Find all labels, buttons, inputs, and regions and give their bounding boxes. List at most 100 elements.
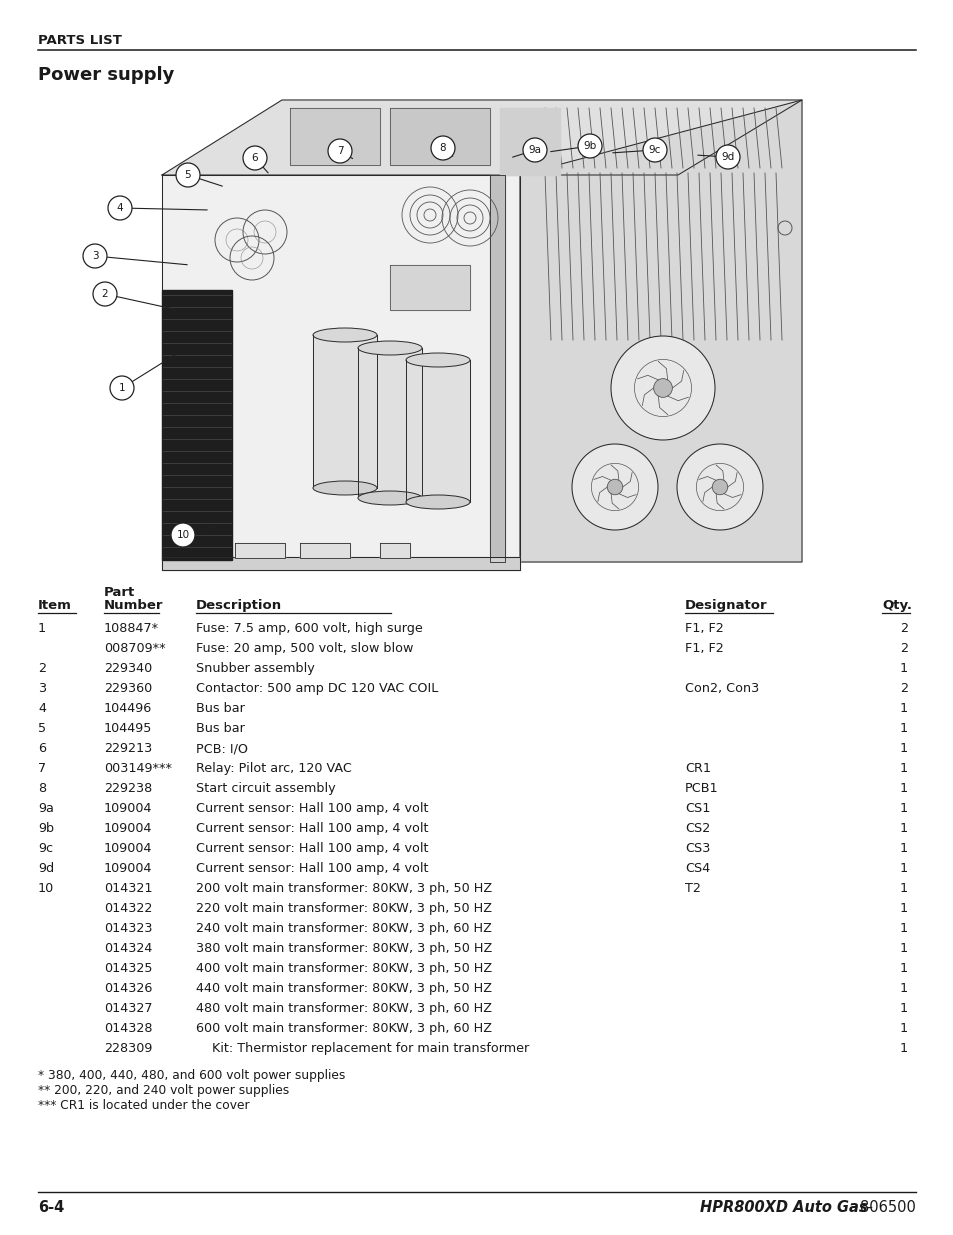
Text: Designator: Designator: [684, 599, 767, 613]
Text: 1: 1: [899, 742, 907, 755]
Text: Description: Description: [195, 599, 282, 613]
Text: PARTS LIST: PARTS LIST: [38, 35, 122, 47]
Circle shape: [522, 138, 546, 162]
Circle shape: [607, 479, 622, 495]
Circle shape: [83, 245, 107, 268]
Text: 229238: 229238: [104, 782, 152, 795]
Polygon shape: [499, 107, 559, 175]
Text: 008709**: 008709**: [104, 642, 166, 655]
Ellipse shape: [357, 492, 421, 505]
Text: 014322: 014322: [104, 902, 152, 915]
Text: 10: 10: [176, 530, 190, 540]
Text: 1: 1: [899, 762, 907, 776]
Text: HPR800XD Auto Gas: HPR800XD Auto Gas: [700, 1200, 867, 1215]
Text: Power supply: Power supply: [38, 65, 174, 84]
Text: 003149***: 003149***: [104, 762, 172, 776]
Text: Bus bar: Bus bar: [195, 701, 245, 715]
Ellipse shape: [406, 495, 470, 509]
Text: 3: 3: [38, 682, 46, 695]
Text: 014328: 014328: [104, 1023, 152, 1035]
Text: PCB1: PCB1: [684, 782, 718, 795]
Text: 014324: 014324: [104, 942, 152, 955]
Circle shape: [642, 138, 666, 162]
Text: 228309: 228309: [104, 1042, 152, 1055]
Text: 014321: 014321: [104, 882, 152, 895]
Text: 9d: 9d: [38, 862, 54, 876]
Text: 1: 1: [899, 902, 907, 915]
Ellipse shape: [406, 353, 470, 367]
Text: Part: Part: [104, 585, 135, 599]
Text: 600 volt main transformer: 80KW, 3 ph, 60 HZ: 600 volt main transformer: 80KW, 3 ph, 6…: [195, 1023, 492, 1035]
Text: CS2: CS2: [684, 823, 709, 835]
Text: 229340: 229340: [104, 662, 152, 676]
Text: Number: Number: [104, 599, 163, 613]
Circle shape: [328, 140, 352, 163]
Text: Con2, Con3: Con2, Con3: [684, 682, 759, 695]
Polygon shape: [162, 290, 232, 559]
Text: 2: 2: [899, 642, 907, 655]
Polygon shape: [406, 359, 470, 501]
Text: 8: 8: [38, 782, 46, 795]
Text: 2: 2: [899, 622, 907, 635]
Circle shape: [92, 282, 117, 306]
Polygon shape: [490, 175, 504, 562]
Text: 1: 1: [899, 982, 907, 995]
Text: 104496: 104496: [104, 701, 152, 715]
Text: 014327: 014327: [104, 1002, 152, 1015]
Text: CS3: CS3: [684, 842, 710, 855]
Text: Snubber assembly: Snubber assembly: [195, 662, 314, 676]
Text: 400 volt main transformer: 80KW, 3 ph, 50 HZ: 400 volt main transformer: 80KW, 3 ph, 5…: [195, 962, 492, 974]
Text: 9c: 9c: [38, 842, 53, 855]
Text: 1: 1: [899, 1023, 907, 1035]
Text: T2: T2: [684, 882, 700, 895]
Polygon shape: [519, 100, 801, 562]
Polygon shape: [162, 175, 519, 562]
Circle shape: [572, 445, 658, 530]
Text: 5: 5: [185, 170, 192, 180]
Text: 6: 6: [252, 153, 258, 163]
Text: 109004: 109004: [104, 842, 152, 855]
Circle shape: [578, 135, 601, 158]
Polygon shape: [390, 266, 470, 310]
Text: 5: 5: [38, 722, 46, 735]
Circle shape: [716, 144, 740, 169]
Text: 1: 1: [899, 802, 907, 815]
Text: 014326: 014326: [104, 982, 152, 995]
Circle shape: [175, 163, 200, 186]
Text: 4: 4: [116, 203, 123, 212]
Polygon shape: [313, 335, 376, 488]
Text: CS1: CS1: [684, 802, 710, 815]
Circle shape: [108, 196, 132, 220]
Text: 1: 1: [899, 1002, 907, 1015]
Text: Item: Item: [38, 599, 71, 613]
Text: 240 volt main transformer: 80KW, 3 ph, 60 HZ: 240 volt main transformer: 80KW, 3 ph, 6…: [195, 923, 492, 935]
Text: 2: 2: [899, 682, 907, 695]
Text: *** CR1 is located under the cover: *** CR1 is located under the cover: [38, 1099, 250, 1112]
Text: 9b: 9b: [38, 823, 54, 835]
Text: 109004: 109004: [104, 862, 152, 876]
Text: 1: 1: [899, 842, 907, 855]
Circle shape: [677, 445, 762, 530]
Text: Fuse: 7.5 amp, 600 volt, high surge: Fuse: 7.5 amp, 600 volt, high surge: [195, 622, 422, 635]
Text: 229360: 229360: [104, 682, 152, 695]
Text: 9b: 9b: [583, 141, 596, 151]
Text: Kit: Thermistor replacement for main transformer: Kit: Thermistor replacement for main tra…: [195, 1042, 529, 1055]
Text: 7: 7: [336, 146, 343, 156]
Text: CS4: CS4: [684, 862, 709, 876]
Circle shape: [243, 146, 267, 170]
Circle shape: [171, 522, 194, 547]
Text: 014325: 014325: [104, 962, 152, 974]
Text: F1, F2: F1, F2: [684, 622, 723, 635]
Text: 1: 1: [118, 383, 125, 393]
Text: 109004: 109004: [104, 802, 152, 815]
Circle shape: [712, 479, 727, 495]
Text: Contactor: 500 amp DC 120 VAC COIL: Contactor: 500 amp DC 120 VAC COIL: [195, 682, 437, 695]
Text: 1: 1: [899, 782, 907, 795]
Text: 480 volt main transformer: 80KW, 3 ph, 60 HZ: 480 volt main transformer: 80KW, 3 ph, 6…: [195, 1002, 492, 1015]
Text: 6-4: 6-4: [38, 1200, 64, 1215]
Polygon shape: [290, 107, 379, 165]
Text: Bus bar: Bus bar: [195, 722, 245, 735]
Text: 014323: 014323: [104, 923, 152, 935]
Circle shape: [653, 379, 672, 398]
Polygon shape: [162, 557, 519, 571]
